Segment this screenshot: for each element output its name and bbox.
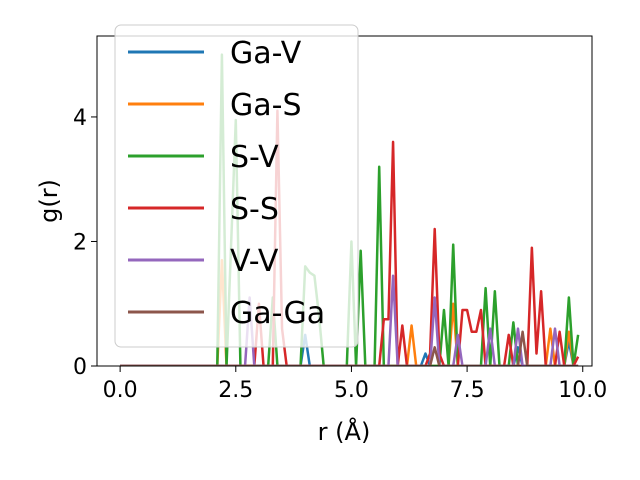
x-tick-label: 0.0: [103, 378, 138, 403]
legend: Ga-V Ga-S S-V S-S V-V Ga-Ga: [114, 24, 359, 348]
x-axis-ticks: 0.0 2.5 5.0 7.5 10.0: [103, 366, 607, 403]
x-tick-label: 5.0: [334, 378, 369, 403]
y-axis-label: g(r): [35, 179, 63, 223]
x-tick-label: 10.0: [558, 378, 607, 403]
legend-label-s-v: S-V: [230, 140, 279, 175]
legend-label-ga-s: Ga-S: [230, 88, 302, 123]
x-axis-label: r (Å): [318, 417, 371, 446]
y-tick-label: 0: [73, 355, 87, 380]
x-tick-label: 7.5: [450, 378, 485, 403]
legend-label-ga-ga: Ga-Ga: [230, 296, 325, 331]
x-tick-label: 2.5: [218, 378, 253, 403]
legend-label-v-v: V-V: [230, 244, 279, 279]
y-axis-ticks: 0 2 4: [73, 106, 97, 380]
series-line-ga-ga: [120, 330, 579, 366]
y-tick-label: 4: [73, 106, 87, 131]
legend-label-ga-v: Ga-V: [230, 36, 302, 71]
legend-label-s-s: S-S: [230, 192, 279, 227]
series-line-v-v: [120, 274, 579, 366]
y-tick-label: 2: [73, 230, 87, 255]
